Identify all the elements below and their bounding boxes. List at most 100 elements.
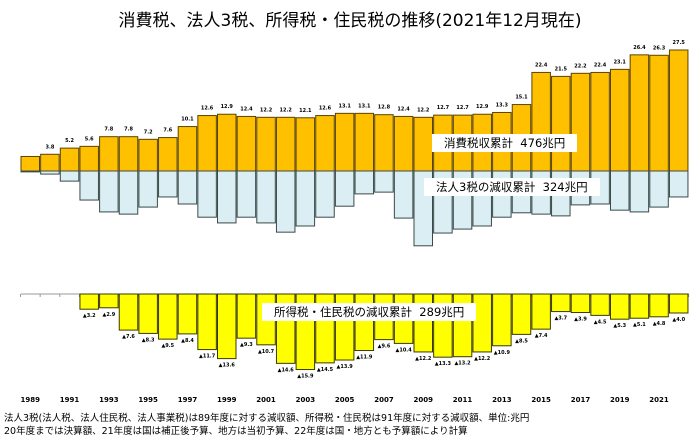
consumption-tax-bar-2003 xyxy=(295,117,316,172)
corporate-tax-bar-2005 xyxy=(334,170,355,207)
income-tax-label-1998: ▲11.7 xyxy=(199,354,216,360)
income-tax-bar-2021 xyxy=(649,293,669,318)
corporate-tax-bar-2004 xyxy=(315,170,335,218)
income-tax-bar-2014 xyxy=(511,293,532,335)
consumption-tax-label-1993: 7.8 xyxy=(104,127,113,133)
income-tax-label-1992: ▲3.2 xyxy=(83,313,96,319)
corporate-tax-bar-2021 xyxy=(649,170,669,208)
consumption-tax-label-2000: 12.4 xyxy=(240,106,253,112)
corporate-tax-bar-2003 xyxy=(295,170,316,227)
income-tax-label-2019: ▲5.3 xyxy=(613,323,626,329)
income-tax-label-2009: ▲12.2 xyxy=(415,356,432,362)
income-tax-label-2014: ▲8.5 xyxy=(515,338,528,344)
x-tick-label-2011: 2011 xyxy=(453,396,473,404)
x-tick-label-2013: 2013 xyxy=(492,396,512,404)
consumption-tax-bar-2002 xyxy=(275,116,296,172)
consumption-tax-bar-1990 xyxy=(40,153,60,172)
corporate-tax-bar-1993 xyxy=(99,170,119,213)
income-tax-label-2020: ▲5.1 xyxy=(633,322,646,328)
x-tick-label-1991: 1991 xyxy=(60,396,80,404)
income-tax-label-1999: ▲13.6 xyxy=(219,363,236,369)
corporate-tax-bar-1996 xyxy=(158,170,178,198)
consumption-tax-label-2010: 12.7 xyxy=(437,105,450,111)
consumption-tax-label-2015: 22.4 xyxy=(535,62,548,68)
consumption-tax-label-2009: 12.2 xyxy=(417,107,430,113)
x-tick-label-2017: 2017 xyxy=(571,396,591,404)
corporate-tax-bar-1989 xyxy=(20,170,40,173)
income-tax-label-2017: ▲3.9 xyxy=(574,317,587,323)
x-tick-label-2015: 2015 xyxy=(531,396,551,404)
corporate-tax-bar-2001 xyxy=(256,170,276,224)
income-tax-bar-2017 xyxy=(570,293,591,314)
consumption-tax-label-2018: 22.4 xyxy=(594,62,607,68)
consumption-tax-label-2004: 12.6 xyxy=(319,106,332,112)
corporate-tax-bar-1994 xyxy=(118,170,139,215)
income-tax-label-2010: ▲13.3 xyxy=(435,361,452,367)
corporate-tax-bar-1990 xyxy=(40,170,60,175)
income-tax-bar-1996 xyxy=(158,293,178,340)
income-tax-label-2012: ▲12.2 xyxy=(474,356,491,362)
corporate-tax-bar-1991 xyxy=(59,170,80,182)
consumption-tax-bar-1996 xyxy=(158,137,178,172)
x-tick-label-2005: 2005 xyxy=(335,396,355,404)
consumption-tax-bar-2018 xyxy=(590,71,610,172)
consumption-tax-bar-2015 xyxy=(531,71,551,172)
income-tax-label-2011: ▲13.2 xyxy=(454,361,471,367)
consumption-tax-bars xyxy=(20,49,689,172)
consumption-total-box: 消費税収累計 476兆円 xyxy=(432,134,578,152)
income-tax-label-2006: ▲11.9 xyxy=(356,355,373,361)
income-tax-label-2001: ▲10.7 xyxy=(258,349,275,355)
consumption-tax-bar-2008 xyxy=(393,115,414,172)
income-tax-labels: ▲3.2 ▲2.9 ▲7.6 ▲8.3 ▲9.5 ▲8.4 ▲11.7▲13.6 ▲9.3 ▲1… xyxy=(83,312,686,380)
corporate-tax-bar-2019 xyxy=(610,170,630,211)
consumption-tax-bar-1989 xyxy=(20,155,40,172)
consumption-tax-label-2019: 23.1 xyxy=(614,59,627,65)
consumption-tax-label-1998: 12.6 xyxy=(201,106,214,112)
consumption-tax-label-1996: 7.6 xyxy=(163,128,172,134)
x-tick-label-1999: 1999 xyxy=(217,396,237,404)
income-tax-label-2002: ▲14.6 xyxy=(278,367,295,373)
consumption-tax-bar-1997 xyxy=(177,126,198,172)
income-tax-label-1993: ▲2.9 xyxy=(102,312,115,318)
x-tick-label-2001: 2001 xyxy=(256,396,276,404)
income-tax-label-1996: ▲9.5 xyxy=(161,343,174,349)
x-tick-label-1997: 1997 xyxy=(178,396,198,404)
corporate-tax-bar-1997 xyxy=(177,170,198,205)
consumption-tax-label-2022: 27.5 xyxy=(673,40,686,46)
income-tax-bar-2015 xyxy=(531,293,551,330)
income-tax-bar-1995 xyxy=(138,293,158,334)
consumption-tax-label-2011: 12.7 xyxy=(456,105,469,111)
income-tax-label-1994: ▲7.6 xyxy=(122,334,135,340)
consumption-tax-bar-1994 xyxy=(118,136,139,172)
x-tick-label-1995: 1995 xyxy=(138,396,158,404)
consumption-tax-label-2005: 13.1 xyxy=(338,103,351,109)
income-tax-bar-2000 xyxy=(236,293,257,339)
income-tax-bar-2022 xyxy=(668,293,689,314)
income-tax-label-2005: ▲13.9 xyxy=(337,364,354,370)
consumption-tax-label-2006: 13.1 xyxy=(358,103,371,109)
consumption-tax-label-2014: 15.1 xyxy=(515,95,528,101)
chart-title: 消費税、法人3税、所得税・住民税の推移(2021年12月現在) xyxy=(118,11,582,31)
income-tax-bar-2013 xyxy=(492,293,512,347)
x-tick-label-2019: 2019 xyxy=(610,396,630,404)
corporate-tax-bar-2022 xyxy=(668,170,689,198)
consumption-tax-label-2021: 26.3 xyxy=(653,45,666,51)
consumption-tax-label-2013: 13.3 xyxy=(496,102,509,108)
consumption-tax-label-1997: 10.1 xyxy=(181,117,194,123)
income-tax-label-2004: ▲14.5 xyxy=(317,367,334,373)
consumption-tax-bar-2022 xyxy=(668,49,689,172)
x-axis-labels: 1989 1991 1993 1995 1997 1999 2001 2003 2005 2007… xyxy=(21,396,669,404)
consumption-tax-bar-2016 xyxy=(551,75,571,172)
income-tax-label-2021: ▲4.8 xyxy=(653,321,666,327)
corporate-tax-bar-2020 xyxy=(629,170,650,213)
income-tax-bar-1993 xyxy=(99,293,119,309)
x-tick-label-2007: 2007 xyxy=(374,396,394,404)
income-tax-bar-1994 xyxy=(118,293,139,331)
consumption-tax-label-2012: 12.9 xyxy=(476,104,489,110)
consumption-tax-label-1999: 12.9 xyxy=(221,104,234,110)
corporate-tax-bar-1992 xyxy=(79,170,99,201)
consumption-tax-bar-1999 xyxy=(217,113,237,172)
consumption-tax-label-1991: 5.2 xyxy=(65,138,74,144)
consumption-tax-bar-1991 xyxy=(59,147,80,172)
consumption-tax-label-2020: 26.4 xyxy=(633,45,646,51)
